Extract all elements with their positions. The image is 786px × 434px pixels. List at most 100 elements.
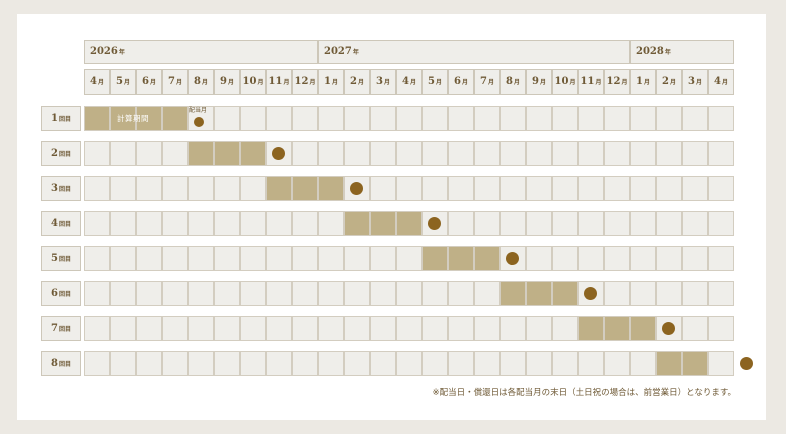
round-label-2: 2回目 bbox=[41, 141, 81, 166]
year-header-2026: 2026年 bbox=[84, 40, 318, 64]
month-unit: 月 bbox=[123, 79, 130, 86]
round-number: 8 bbox=[51, 358, 58, 369]
grid-cell bbox=[422, 316, 448, 341]
calc-period-cell bbox=[604, 316, 630, 341]
grid-cell bbox=[552, 351, 578, 376]
grid-cell bbox=[396, 351, 422, 376]
grid-cell bbox=[682, 211, 708, 236]
grid-cell bbox=[552, 141, 578, 166]
round-number: 1 bbox=[51, 113, 58, 124]
month-header: 2月 bbox=[344, 69, 370, 95]
year-label: 2028 bbox=[636, 46, 664, 57]
calc-period-cell bbox=[162, 106, 188, 131]
grid-cell bbox=[630, 281, 656, 306]
grid-cell bbox=[656, 141, 682, 166]
month-label: 4 bbox=[90, 76, 97, 87]
month-header: 8月 bbox=[500, 69, 526, 95]
grid-cell bbox=[370, 351, 396, 376]
grid-cell bbox=[630, 176, 656, 201]
grid-cell bbox=[578, 211, 604, 236]
month-header: 9月 bbox=[214, 69, 240, 95]
month-header: 2月 bbox=[656, 69, 682, 95]
grid-cell bbox=[526, 141, 552, 166]
month-label: 2 bbox=[662, 76, 669, 87]
calc-period-label: 計算期間 bbox=[117, 114, 149, 123]
payment-dot bbox=[506, 252, 519, 265]
month-label: 10 bbox=[554, 76, 569, 87]
round-label-3: 3回目 bbox=[41, 176, 81, 201]
grid-cell bbox=[318, 106, 344, 131]
grid-cell bbox=[578, 246, 604, 271]
month-header: 4月 bbox=[84, 69, 110, 95]
grid-cell bbox=[318, 316, 344, 341]
month-label: 3 bbox=[688, 76, 695, 87]
grid-cell bbox=[136, 351, 162, 376]
year-label: 2026 bbox=[90, 46, 118, 57]
grid-cell bbox=[292, 141, 318, 166]
grid-cell bbox=[136, 316, 162, 341]
month-unit: 月 bbox=[487, 79, 494, 86]
grid-cell bbox=[318, 246, 344, 271]
month-label: 12 bbox=[294, 76, 309, 87]
grid-cell bbox=[84, 176, 110, 201]
grid-cell bbox=[162, 281, 188, 306]
grid-cell bbox=[162, 316, 188, 341]
grid-cell bbox=[500, 211, 526, 236]
month-header: 6月 bbox=[136, 69, 162, 95]
grid-cell bbox=[370, 281, 396, 306]
round-label-7: 7回目 bbox=[41, 316, 81, 341]
month-unit: 月 bbox=[283, 79, 290, 86]
month-unit: 月 bbox=[539, 79, 546, 86]
grid-cell bbox=[448, 106, 474, 131]
grid-cell bbox=[448, 316, 474, 341]
grid-cell bbox=[708, 106, 734, 131]
calc-period-cell bbox=[136, 106, 162, 131]
month-label: 8 bbox=[194, 76, 201, 87]
grid-cell bbox=[214, 246, 240, 271]
grid-cell bbox=[474, 141, 500, 166]
grid-cell bbox=[266, 211, 292, 236]
grid-cell bbox=[292, 281, 318, 306]
grid-cell bbox=[422, 141, 448, 166]
grid-cell bbox=[136, 176, 162, 201]
grid-cell bbox=[214, 351, 240, 376]
grid-cell bbox=[318, 141, 344, 166]
month-unit: 月 bbox=[669, 79, 676, 86]
month-unit: 月 bbox=[309, 79, 316, 86]
grid-cell bbox=[84, 246, 110, 271]
grid-cell bbox=[656, 176, 682, 201]
grid-cell bbox=[682, 106, 708, 131]
calc-period-cell bbox=[448, 246, 474, 271]
month-label: 9 bbox=[532, 76, 539, 87]
calc-period-cell bbox=[344, 211, 370, 236]
grid-cell bbox=[136, 141, 162, 166]
grid-cell bbox=[526, 246, 552, 271]
calc-period-cell bbox=[84, 106, 110, 131]
grid-cell bbox=[422, 281, 448, 306]
grid-cell bbox=[708, 176, 734, 201]
grid-cell bbox=[162, 176, 188, 201]
grid-cell bbox=[188, 246, 214, 271]
payment-dot bbox=[662, 322, 675, 335]
grid-cell bbox=[214, 281, 240, 306]
footnote: ※配当日・償還日は各配当月の末日（土日祝の場合は、前営業日）となります。 bbox=[432, 388, 736, 398]
grid-cell bbox=[240, 316, 266, 341]
month-unit: 月 bbox=[569, 79, 576, 86]
grid-cell bbox=[162, 211, 188, 236]
month-unit: 月 bbox=[331, 79, 338, 86]
grid-cell bbox=[604, 351, 630, 376]
grid-cell bbox=[162, 246, 188, 271]
grid-cell bbox=[474, 106, 500, 131]
month-header: 3月 bbox=[370, 69, 396, 95]
round-number: 7 bbox=[51, 323, 58, 334]
month-header: 1月 bbox=[630, 69, 656, 95]
grid-cell bbox=[344, 281, 370, 306]
grid-cell bbox=[708, 281, 734, 306]
grid-cell bbox=[292, 106, 318, 131]
grid-cell bbox=[474, 316, 500, 341]
grid-cell bbox=[344, 106, 370, 131]
month-unit: 月 bbox=[513, 79, 520, 86]
grid-cell bbox=[656, 106, 682, 131]
month-unit: 月 bbox=[721, 79, 728, 86]
grid-cell bbox=[110, 141, 136, 166]
